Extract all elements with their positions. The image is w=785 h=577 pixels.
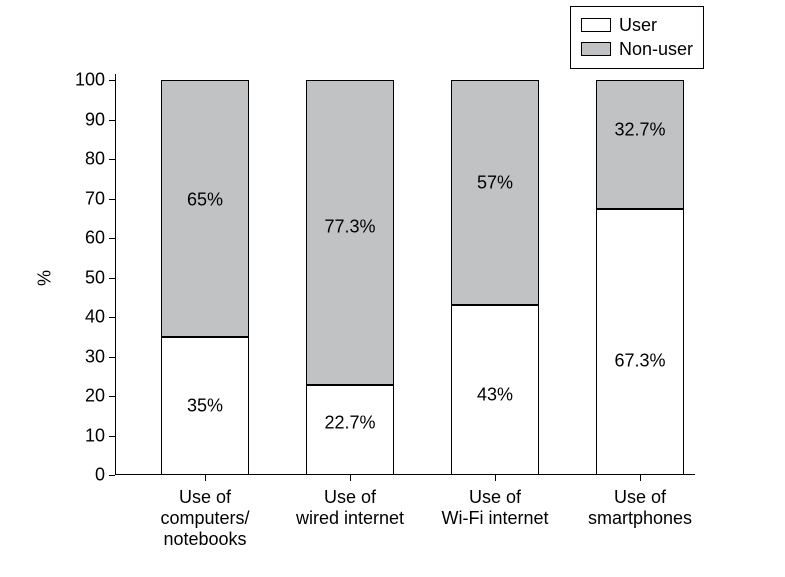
bar-segment-nonuser xyxy=(596,80,684,209)
x-category-label: Use ofcomputers/notebooks xyxy=(130,475,280,550)
stacked-bar-chart: UserNon-user 010203040506070809010035%65… xyxy=(0,0,785,577)
x-category-label-line: Use of xyxy=(565,487,715,508)
legend-item: Non-user xyxy=(581,37,693,61)
y-tick-label: 40 xyxy=(85,307,115,328)
y-tick-label: 0 xyxy=(95,465,115,486)
legend-swatch xyxy=(581,18,611,32)
y-tick-label: 90 xyxy=(85,109,115,130)
bar-segment-user xyxy=(306,385,394,475)
bar-segment-nonuser xyxy=(451,80,539,305)
x-category-label-line: notebooks xyxy=(130,529,280,550)
bar-segment-nonuser xyxy=(161,80,249,337)
x-category-label-line: wired internet xyxy=(275,508,425,529)
y-tick-label: 50 xyxy=(85,267,115,288)
y-tick-label: 30 xyxy=(85,346,115,367)
x-category-label: Use ofWi-Fi internet xyxy=(420,475,570,529)
y-tick-label: 20 xyxy=(85,386,115,407)
bar: 43%57% xyxy=(451,80,539,475)
bar-segment-user xyxy=(596,209,684,475)
x-category-label: Use ofsmartphones xyxy=(565,475,715,529)
x-category-label-line: Use of xyxy=(130,487,280,508)
plot-area: 010203040506070809010035%65%Use ofcomput… xyxy=(115,80,695,475)
bar: 67.3%32.7% xyxy=(596,80,684,475)
bar: 22.7%77.3% xyxy=(306,80,394,475)
y-tick-label: 70 xyxy=(85,188,115,209)
y-tick-label: 100 xyxy=(75,70,115,91)
x-category-label: Use ofwired internet xyxy=(275,475,425,529)
bar-segment-user xyxy=(451,305,539,475)
legend: UserNon-user xyxy=(570,6,704,69)
legend-label: User xyxy=(619,13,657,37)
bar-segment-user xyxy=(161,337,249,475)
y-tick-label: 60 xyxy=(85,228,115,249)
x-category-label-line: smartphones xyxy=(565,508,715,529)
x-category-label-line: Use of xyxy=(275,487,425,508)
x-category-label-line: Use of xyxy=(420,487,570,508)
bar-segment-nonuser xyxy=(306,80,394,385)
x-category-label-line: computers/ xyxy=(130,508,280,529)
y-axis-label: % xyxy=(35,269,56,285)
legend-label: Non-user xyxy=(619,37,693,61)
y-tick-label: 10 xyxy=(85,425,115,446)
legend-swatch xyxy=(581,42,611,56)
x-category-label-line: Wi-Fi internet xyxy=(420,508,570,529)
legend-item: User xyxy=(581,13,693,37)
y-tick-label: 80 xyxy=(85,149,115,170)
y-axis-line xyxy=(115,74,116,475)
bar: 35%65% xyxy=(161,80,249,475)
